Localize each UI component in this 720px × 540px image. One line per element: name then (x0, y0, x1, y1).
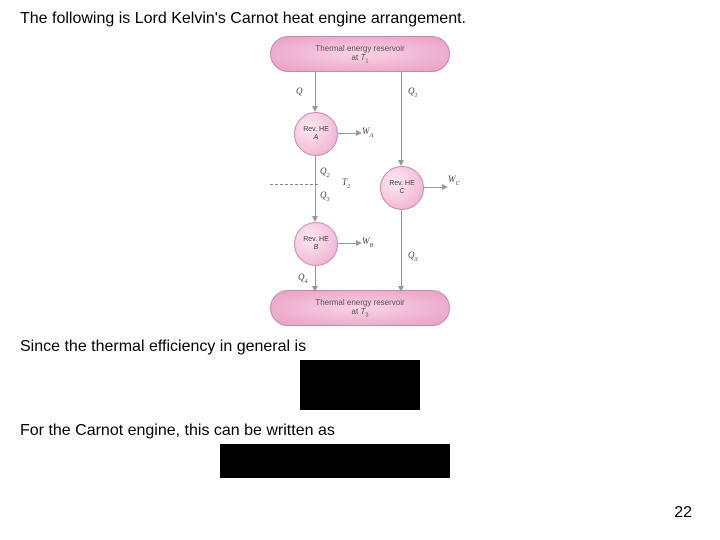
dashed-t2 (270, 184, 318, 185)
engine-a-line2: A (314, 134, 319, 141)
engine-c: Rev. HE C (380, 166, 424, 210)
reservoir-bottom-line1: Thermal energy reservoir (315, 298, 404, 307)
label-q1: Q1 (408, 86, 418, 99)
engine-b-line1: Rev. HE (303, 236, 329, 244)
engine-a: Rev. HE A (294, 112, 338, 156)
reservoir-top-line2: at T1 (352, 53, 369, 65)
arrowhead-top-a (312, 106, 318, 112)
engine-c-line1: Rev. HE (389, 180, 415, 188)
arrowhead-c-bottom (398, 286, 404, 292)
reservoir-bottom: Thermal energy reservoir at T3 (270, 290, 450, 326)
carnot-diagram: Thermal energy reservoir at T1 Thermal e… (250, 36, 470, 326)
arrow-b-bottom (315, 266, 316, 288)
formula-carnot-efficiency (220, 444, 450, 478)
arrowhead-b-bottom (312, 286, 318, 292)
text-efficiency: Since the thermal efficiency in general … (20, 338, 700, 356)
label-q3: Q3 (408, 250, 418, 263)
label-q: Q (296, 86, 303, 96)
label-wb: WB (362, 236, 373, 249)
page-number: 22 (674, 504, 692, 522)
reservoir-top: Thermal energy reservoir at T1 (270, 36, 450, 72)
arrow-wc (424, 187, 444, 188)
text-carnot: For the Carnot engine, this can be writt… (20, 422, 700, 440)
reservoir-top-sub: 1 (365, 58, 368, 64)
engine-b: Rev. HE B (294, 222, 338, 266)
arrowhead-top-c (398, 160, 404, 166)
label-q4: Q4 (298, 272, 308, 285)
arrow-wa (338, 133, 358, 134)
label-q2: Q2 (320, 166, 330, 179)
label-wc: WC (448, 174, 460, 187)
engine-b-line2: B (314, 244, 319, 251)
label-t2: T2 (342, 177, 350, 190)
reservoir-top-line1: Thermal energy reservoir (315, 44, 404, 53)
arrow-a-b (315, 156, 316, 218)
engine-a-line1: Rev. HE (303, 126, 329, 134)
arrow-top-c (401, 72, 402, 162)
intro-text: The following is Lord Kelvin's Carnot he… (20, 10, 700, 28)
arrow-top-a (315, 72, 316, 108)
arrow-wb (338, 243, 358, 244)
reservoir-bottom-sub: 3 (365, 312, 368, 318)
reservoir-bottom-line2: at T3 (352, 307, 369, 319)
label-q3l: Q3 (320, 190, 330, 203)
engine-c-line2: C (399, 188, 404, 195)
arrow-c-bottom (401, 210, 402, 288)
arrowhead-a-b (312, 216, 318, 222)
label-wa: WA (362, 126, 373, 139)
formula-general-efficiency (300, 360, 420, 410)
